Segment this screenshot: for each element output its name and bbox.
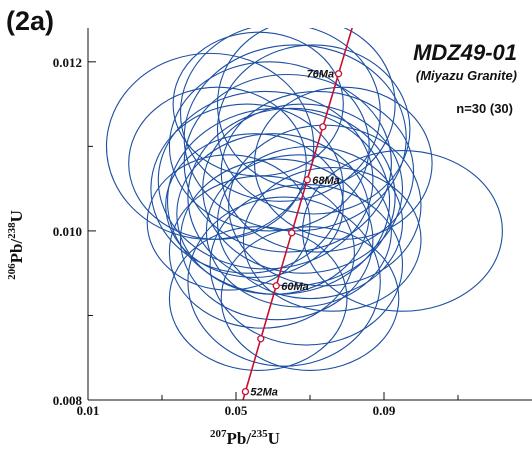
n-count: n=30 (30) [456,101,513,116]
error-ellipse-29 [105,52,315,240]
error-ellipse-24 [253,86,433,240]
error-ellipses [105,28,503,371]
error-ellipse-19 [216,44,411,215]
error-ellipse-22 [146,154,311,291]
x-tick-label: 0.09 [373,403,396,418]
x-axis-ticks: 0.01 0.05 0.09 [77,392,459,418]
error-ellipse-15 [168,61,370,232]
panel-label: (2a) [6,6,54,36]
error-ellipse-20 [179,28,381,202]
error-ellipse-30 [302,150,503,312]
error-ellipse-25 [216,28,396,190]
error-ellipse-2 [187,107,396,287]
y-tick-label: 0.012 [53,55,82,70]
error-ellipse-23 [242,166,422,312]
age-marker-52 [241,387,250,396]
age-label-60: 60Ma [281,281,309,293]
error-ellipse-28 [168,226,348,371]
age-labels: 52Ma 60Ma 68Ma 76Ma [250,69,339,399]
age-label-52: 52Ma [250,387,278,399]
sample-subtitle: (Miyazu Granite) [416,68,517,83]
age-markers [241,70,343,396]
y-axis-ticks: 0.008 0.010 0.012 [53,55,96,408]
error-ellipse-27 [220,226,400,371]
age-marker-60 [272,282,280,290]
error-ellipse-26 [172,31,344,177]
error-ellipse-7 [165,133,344,278]
x-axis-title: 207Pb/235U [210,428,280,448]
age-marker-72 [319,123,327,131]
age-label-68: 68Ma [312,175,340,187]
error-ellipse-5 [157,90,374,270]
error-ellipse-8 [220,90,415,253]
y-tick-label: 0.008 [53,393,83,408]
x-tick-label: 0.01 [77,403,100,418]
sample-id: MDZ49-01 [413,40,517,65]
x-tick-label: 0.05 [225,403,248,418]
y-tick-label: 0.010 [53,224,82,239]
error-ellipse-13 [150,103,344,274]
age-marker-64 [288,229,296,237]
error-ellipse-9 [183,73,392,253]
concordia-curve [242,28,353,400]
age-label-76: 76Ma [307,69,335,81]
error-ellipse-6 [216,145,404,300]
age-marker-76 [334,70,343,78]
error-ellipse-10 [179,158,374,321]
y-axis-title: 206Pb/238U [6,210,26,280]
age-marker-56 [257,335,265,343]
age-marker-68 [303,176,311,184]
